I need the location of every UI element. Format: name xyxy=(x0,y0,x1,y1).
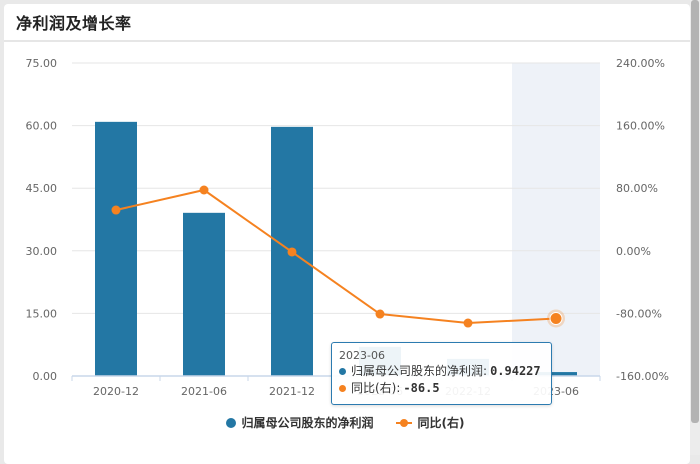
tooltip-label: 归属母公司股东的净利润 xyxy=(351,364,484,378)
bar[interactable] xyxy=(535,372,577,376)
y-right-tick: -160.00% xyxy=(616,370,669,383)
bar-series-dot-icon xyxy=(339,368,346,375)
tooltip-colon: : xyxy=(396,381,401,395)
tooltip-colon: : xyxy=(483,364,488,378)
y-right-tick: 80.00% xyxy=(616,182,658,195)
x-tick-label: 2020-12 xyxy=(93,385,139,398)
y-right-tick: 160.00% xyxy=(616,120,665,133)
y-right-tick: 240.00% xyxy=(616,57,665,70)
tooltip-label: 同比(右) xyxy=(351,381,397,395)
y-left-tick: 75.00 xyxy=(26,57,58,70)
bar[interactable] xyxy=(95,121,137,377)
x-tick-label: 2021-06 xyxy=(181,385,227,398)
y-left-tick: 60.00 xyxy=(26,120,58,133)
y-left-tick: 15.00 xyxy=(26,307,58,320)
y-left-tick: 30.00 xyxy=(26,245,58,258)
legend-item-net-profit[interactable]: 归属母公司股东的净利润 xyxy=(225,414,374,431)
y-right-tick: -80.00% xyxy=(616,307,662,320)
legend-label: 归属母公司股东的净利润 xyxy=(241,416,374,430)
line-point[interactable] xyxy=(199,185,209,195)
y-left-tick: 0.00 xyxy=(33,370,58,383)
tooltip-row-profit: 归属母公司股东的净利润: 0.94227 xyxy=(339,363,544,380)
y-left-tick: 45.00 xyxy=(26,182,58,195)
chart-title: 净利润及增长率 xyxy=(16,14,132,33)
tooltip-date: 2023-06 xyxy=(339,349,385,362)
bar[interactable] xyxy=(183,212,225,376)
legend-item-yoy[interactable]: 同比(右) xyxy=(395,414,465,431)
legend-line-marker-icon xyxy=(395,418,412,427)
tooltip-row-yoy: 同比(右): -86.5 xyxy=(339,380,544,397)
line-point[interactable] xyxy=(463,318,473,328)
legend-circle-icon xyxy=(225,417,236,428)
line-point[interactable] xyxy=(375,309,385,319)
tooltip-value: -86.5 xyxy=(403,381,440,395)
x-tick-label: 2021-12 xyxy=(269,385,315,398)
card-header: 净利润及增长率 xyxy=(4,4,690,42)
yoy-line xyxy=(115,188,557,325)
line-series-dot-icon xyxy=(339,385,346,392)
line-point[interactable] xyxy=(549,311,563,325)
chart-legend: 归属母公司股东的净利润 同比(右) xyxy=(0,414,690,431)
legend-label: 同比(右) xyxy=(417,416,465,430)
y-right-tick: 0.00% xyxy=(616,245,651,258)
tooltip-value: 0.94227 xyxy=(490,364,541,378)
highlight-band xyxy=(512,63,600,376)
line-point[interactable] xyxy=(287,247,297,257)
scrollbar-thumb[interactable] xyxy=(691,0,699,423)
vertical-scrollbar[interactable] xyxy=(690,0,700,455)
chart-tooltip: 2023-06 归属母公司股东的净利润: 0.94227 同比(右): -86.… xyxy=(331,342,552,405)
line-point[interactable] xyxy=(111,205,121,215)
